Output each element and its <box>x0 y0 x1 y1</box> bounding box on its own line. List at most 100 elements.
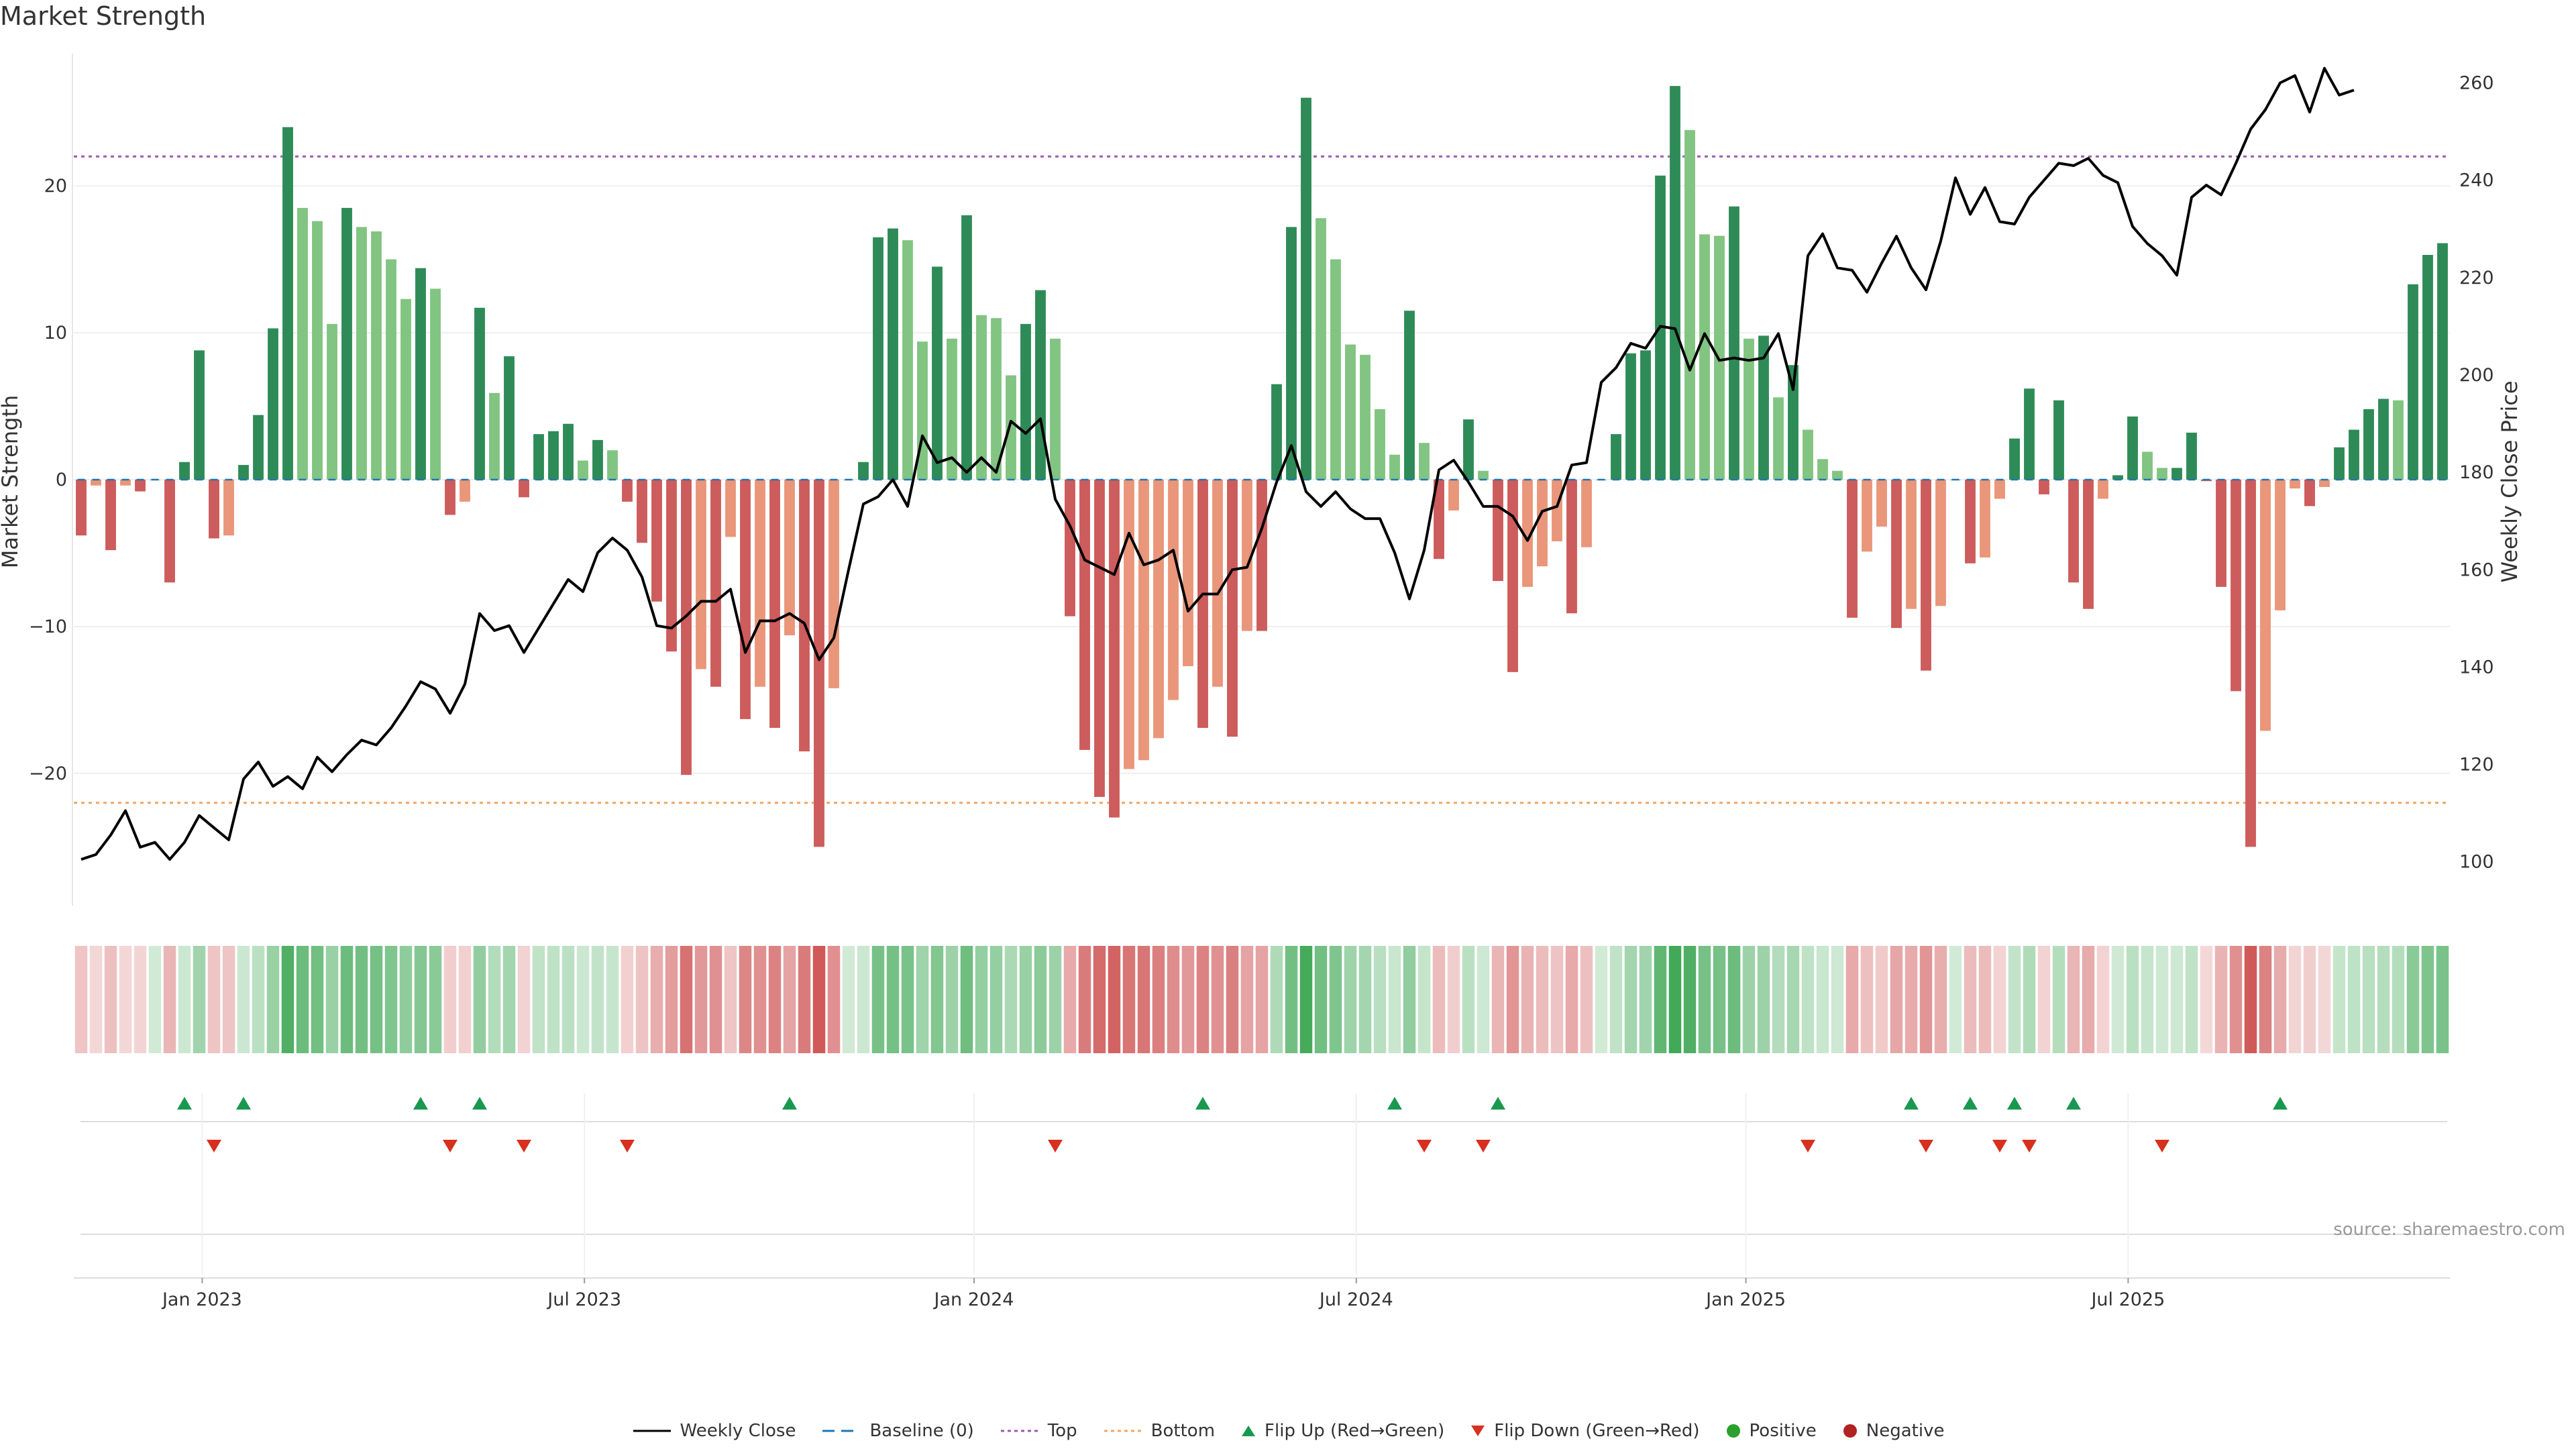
circle-negative-icon <box>1843 1424 1857 1438</box>
strength-bar <box>105 480 116 551</box>
strip-cell <box>945 946 959 1053</box>
strip-cell <box>576 946 590 1053</box>
strength-bar <box>1448 480 1459 511</box>
strip-cell <box>311 946 324 1053</box>
legend-item-negative: Negative <box>1842 1421 1944 1441</box>
strip-cell <box>2126 946 2139 1053</box>
strip-cell <box>1816 946 1829 1053</box>
strength-bar <box>2083 480 2094 609</box>
strip-cell <box>2244 946 2257 1053</box>
strength-bar <box>1921 480 1931 671</box>
legend-item-positive: Positive <box>1725 1421 1817 1441</box>
strength-bar <box>1242 480 1252 631</box>
legend-item-weekly-close: Weekly Close <box>632 1421 796 1441</box>
y2-tick-label: 120 <box>2459 755 2494 775</box>
strip-cell <box>1196 946 1210 1053</box>
flip-down-marker <box>443 1140 458 1152</box>
strength-bar <box>563 423 574 480</box>
strip-cell <box>104 946 117 1053</box>
strength-bar <box>1301 97 1311 480</box>
strip-cell <box>2170 946 2184 1053</box>
strip-cell <box>561 946 575 1053</box>
strength-bar <box>2112 475 2123 480</box>
flip-down-marker <box>1919 1140 1933 1152</box>
triangle-up-icon <box>1242 1426 1256 1436</box>
strength-bar <box>312 221 323 480</box>
strip-cell <box>886 946 900 1053</box>
strip-cell <box>930 946 944 1053</box>
strip-cell <box>2377 946 2390 1053</box>
flip-up-marker <box>236 1097 251 1110</box>
strength-bar <box>2408 284 2418 480</box>
strength-bar <box>1552 480 1562 541</box>
y2-tick-label: 200 <box>2459 365 2494 386</box>
strength-bar <box>1684 129 1695 480</box>
strength-bar <box>2349 429 2359 480</box>
strength-bar <box>1994 480 2005 499</box>
strength-bar <box>2319 480 2330 487</box>
strip-cell <box>857 946 870 1053</box>
strength-bar <box>2231 480 2241 692</box>
strip-cell <box>237 946 250 1053</box>
strength-bar <box>445 480 455 515</box>
strip-cell <box>163 946 176 1053</box>
strip-cell <box>502 946 516 1053</box>
y-axis-left: −20 −10 0 10 20 <box>29 176 67 784</box>
strip-cell <box>1624 946 1638 1053</box>
strip-cell <box>1934 946 1947 1053</box>
strip-cell <box>798 946 811 1053</box>
strip-cell <box>1845 946 1859 1053</box>
strength-bar <box>1493 480 1503 582</box>
strip-cell <box>1491 946 1505 1053</box>
strength-bar <box>164 480 175 583</box>
strip-cell <box>252 946 265 1053</box>
strip-cell <box>1565 946 1578 1053</box>
strip-cell <box>2096 946 2110 1053</box>
strip-cell <box>532 946 545 1053</box>
strip-cell <box>1093 946 1106 1053</box>
strength-bar <box>1566 480 1577 614</box>
strength-bar <box>1729 206 1739 480</box>
strip-cell <box>1063 946 1077 1053</box>
strength-bar <box>2393 400 2404 480</box>
strip-cell <box>443 946 457 1053</box>
strip-cell <box>178 946 191 1053</box>
strip-cell <box>665 946 678 1053</box>
y-tick-label: −20 <box>29 763 67 784</box>
strength-bar <box>2039 480 2049 494</box>
strength-bar <box>1817 459 1828 480</box>
strip-cell <box>739 946 752 1053</box>
strength-bar <box>1389 454 1400 480</box>
strength-bar <box>1212 480 1223 687</box>
strength-bar <box>902 240 913 480</box>
strength-bar <box>1316 218 1326 480</box>
legend-label: Baseline (0) <box>869 1421 974 1441</box>
strength-bar <box>607 450 618 480</box>
strip-cell <box>1034 946 1047 1053</box>
strength-bar <box>2245 480 2256 847</box>
strip-cell <box>89 946 103 1053</box>
strip-cell <box>355 946 368 1053</box>
strip-cell <box>591 946 604 1053</box>
strength-bar <box>209 480 219 539</box>
strip-cell <box>148 946 162 1053</box>
chart-title: Market Strength <box>0 1 207 31</box>
strength-bar <box>1094 480 1105 797</box>
strip-cell <box>1919 946 1933 1053</box>
strip-cell <box>1801 946 1815 1053</box>
strength-bar <box>814 480 824 847</box>
strength-bar <box>2304 480 2315 506</box>
strip-cell <box>399 946 413 1053</box>
strength-bar <box>1862 480 1872 552</box>
strength-bar <box>1138 480 1149 761</box>
strength-bar <box>386 259 396 480</box>
flip-up-marker <box>782 1097 797 1110</box>
strip-cell <box>1314 946 1328 1053</box>
y2-tick-label: 160 <box>2459 559 2494 580</box>
legend-dash-icon <box>822 1430 861 1432</box>
strength-bar <box>2068 480 2079 583</box>
strength-bar <box>76 480 87 536</box>
strip-cell <box>1727 946 1741 1053</box>
legend-label: Positive <box>1749 1421 1817 1441</box>
